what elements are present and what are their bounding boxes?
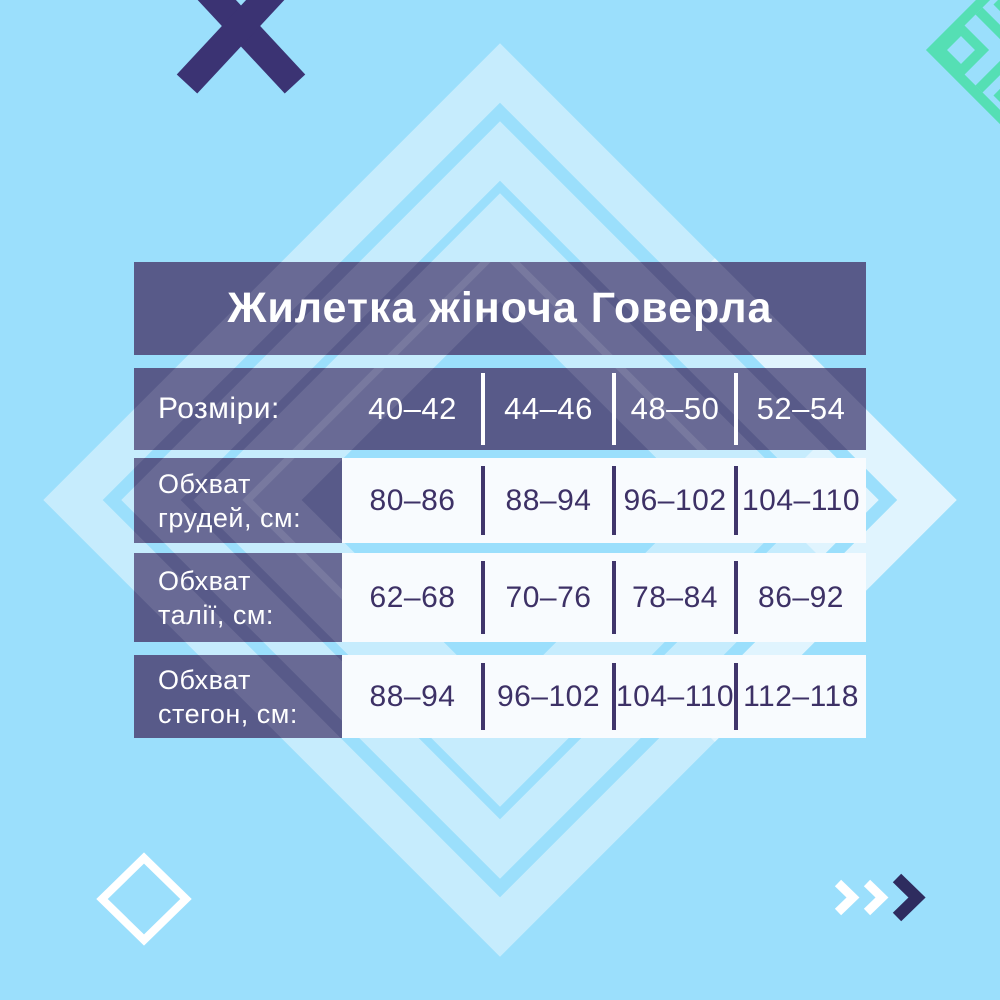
x-icon [176,0,306,94]
column-divider [612,561,616,634]
sizes-row: Розміри: 40–42 44–46 48–50 52–54 [134,368,866,450]
diamond-pattern-icon [925,0,1000,125]
column-divider [612,373,616,445]
triple-chevron-icon [834,873,926,922]
chevron-3-icon [892,873,926,922]
waist-row: Обхват талії, см: 62–68 70–76 78–84 86–9… [134,553,866,642]
value-cell: 96–102 [623,483,727,517]
column-divider [734,663,738,730]
value-cell: 86–92 [758,580,844,614]
column-divider [734,466,738,535]
chevron-1-icon [834,879,860,916]
row-label-line1: Обхват [158,565,251,596]
column-divider [481,373,485,445]
column-divider [481,663,485,730]
row-label-line2: стегон, см: [158,698,298,729]
value-cell: 88–94 [369,679,456,713]
column-divider [734,561,738,634]
row-label-line1: Обхват [158,468,251,499]
size-cell: 48–50 [630,391,720,426]
column-divider [734,373,738,445]
column-divider [612,663,616,730]
column-divider [481,561,485,634]
value-cell: 80–86 [369,483,456,517]
value-cell: 88–94 [505,483,592,517]
row-label-line1: Обхват [158,664,251,695]
row-label: Обхват талії, см: [134,553,342,642]
sizes-row-label: Розміри: [158,392,280,425]
size-cell: 40–42 [368,391,457,426]
size-cell: 44–46 [504,391,593,426]
hips-row: Обхват стегон, см: 88–94 96–102 104–110 … [134,655,866,738]
diamond-outline-icon [96,852,192,946]
table-title-bar: Жилетка жіноча Говерла [134,262,866,355]
chest-row: Обхват грудей, см: 80–86 88–94 96–102 10… [134,458,866,543]
row-label: Обхват стегон, см: [134,655,342,738]
row-label-line2: грудей, см: [158,502,302,533]
values-band: 80–86 88–94 96–102 104–110 [342,458,866,543]
value-cell: 96–102 [496,679,601,713]
value-cell: 78–84 [632,580,718,614]
values-band: 62–68 70–76 78–84 86–92 [342,553,866,642]
column-divider [481,466,485,535]
value-cell: 70–76 [505,580,592,614]
value-cell: 62–68 [369,580,456,614]
row-label: Обхват грудей, см: [134,458,342,543]
chevron-2-icon [863,879,889,916]
column-divider [612,466,616,535]
value-cell: 104–110 [615,679,735,713]
value-cell: 112–118 [743,679,859,713]
table-title: Жилетка жіноча Говерла [227,284,773,332]
values-band: 88–94 96–102 104–110 112–118 [342,655,866,738]
size-cell: 52–54 [756,391,846,426]
value-cell: 104–110 [741,483,861,517]
row-label-line2: талії, см: [158,599,274,630]
